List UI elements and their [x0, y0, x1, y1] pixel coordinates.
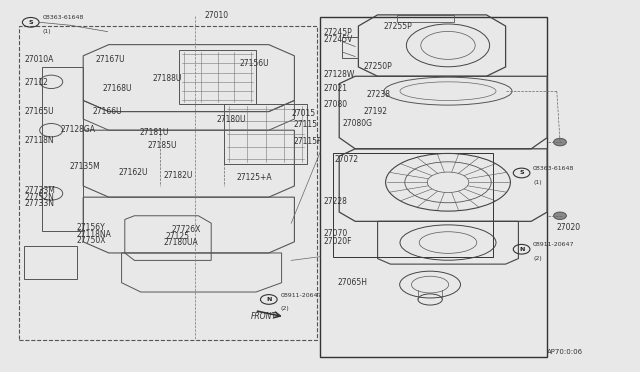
Circle shape — [554, 212, 566, 219]
Text: 27118NA: 27118NA — [77, 230, 111, 239]
Text: 27255P: 27255P — [384, 22, 413, 31]
Text: 27156U: 27156U — [240, 59, 269, 68]
Text: 27726X: 27726X — [172, 225, 201, 234]
Text: 27112: 27112 — [24, 78, 48, 87]
Text: 27015: 27015 — [291, 109, 316, 118]
Text: 08363-61648: 08363-61648 — [42, 16, 84, 20]
Text: 27181U: 27181U — [140, 128, 169, 137]
Text: 27080G: 27080G — [342, 119, 372, 128]
Text: 27072: 27072 — [335, 155, 359, 164]
Text: 27166U: 27166U — [93, 107, 122, 116]
Circle shape — [554, 138, 566, 146]
Text: S: S — [519, 170, 524, 176]
Text: (2): (2) — [280, 306, 289, 311]
Text: 27070: 27070 — [323, 229, 348, 238]
Text: FRONT: FRONT — [251, 312, 277, 321]
Text: 27128W: 27128W — [323, 70, 355, 79]
Text: 27733N: 27733N — [24, 199, 54, 208]
Text: 27080: 27080 — [323, 100, 348, 109]
Text: 27167U: 27167U — [96, 55, 125, 64]
Text: 27180UA: 27180UA — [163, 238, 198, 247]
Text: (1): (1) — [533, 180, 541, 185]
Text: 27750X: 27750X — [77, 236, 106, 245]
Text: 27180U: 27180U — [216, 115, 246, 124]
Text: S: S — [28, 20, 33, 25]
Bar — [333, 153, 493, 257]
Text: 27228: 27228 — [323, 197, 347, 206]
Text: 27182U: 27182U — [163, 171, 193, 180]
Text: 27238: 27238 — [366, 90, 390, 99]
Text: 27065H: 27065H — [338, 278, 368, 287]
Text: 27010: 27010 — [205, 11, 229, 20]
Text: 27135M: 27135M — [69, 162, 100, 171]
Text: 08911-20647: 08911-20647 — [533, 243, 575, 247]
Text: 27168U: 27168U — [102, 84, 132, 93]
Text: N: N — [519, 247, 524, 252]
Text: 27115: 27115 — [293, 120, 317, 129]
Text: 27021: 27021 — [323, 84, 347, 93]
Text: 27118N: 27118N — [24, 136, 54, 145]
Text: 27010A: 27010A — [24, 55, 54, 64]
Text: (1): (1) — [42, 29, 51, 34]
Text: 27188U: 27188U — [152, 74, 182, 83]
Text: (2): (2) — [533, 256, 542, 261]
Bar — [320, 17, 547, 357]
Text: 27245P: 27245P — [323, 28, 352, 37]
Text: 27165U: 27165U — [24, 107, 54, 116]
Text: 27128GA: 27128GA — [61, 125, 96, 134]
Text: 27752N: 27752N — [24, 193, 54, 202]
Text: 27115F: 27115F — [293, 137, 321, 146]
Text: AP70:0:06: AP70:0:06 — [547, 349, 583, 355]
Text: 08911-20647: 08911-20647 — [280, 293, 322, 298]
Text: 27245V: 27245V — [323, 35, 353, 44]
Text: 27020F: 27020F — [323, 237, 352, 246]
Text: 08363-61648: 08363-61648 — [533, 166, 575, 171]
Bar — [19, 26, 317, 340]
Text: 27192: 27192 — [364, 107, 388, 116]
Text: 27185U: 27185U — [147, 141, 177, 150]
Text: 27125: 27125 — [165, 232, 189, 241]
Text: 27250P: 27250P — [364, 62, 392, 71]
Text: 27125+A: 27125+A — [237, 173, 273, 182]
Text: 27156Y: 27156Y — [77, 223, 106, 232]
Text: 27020: 27020 — [557, 223, 581, 232]
Text: 27162U: 27162U — [118, 169, 148, 177]
Text: 27733M: 27733M — [24, 186, 55, 195]
Text: N: N — [266, 297, 271, 302]
